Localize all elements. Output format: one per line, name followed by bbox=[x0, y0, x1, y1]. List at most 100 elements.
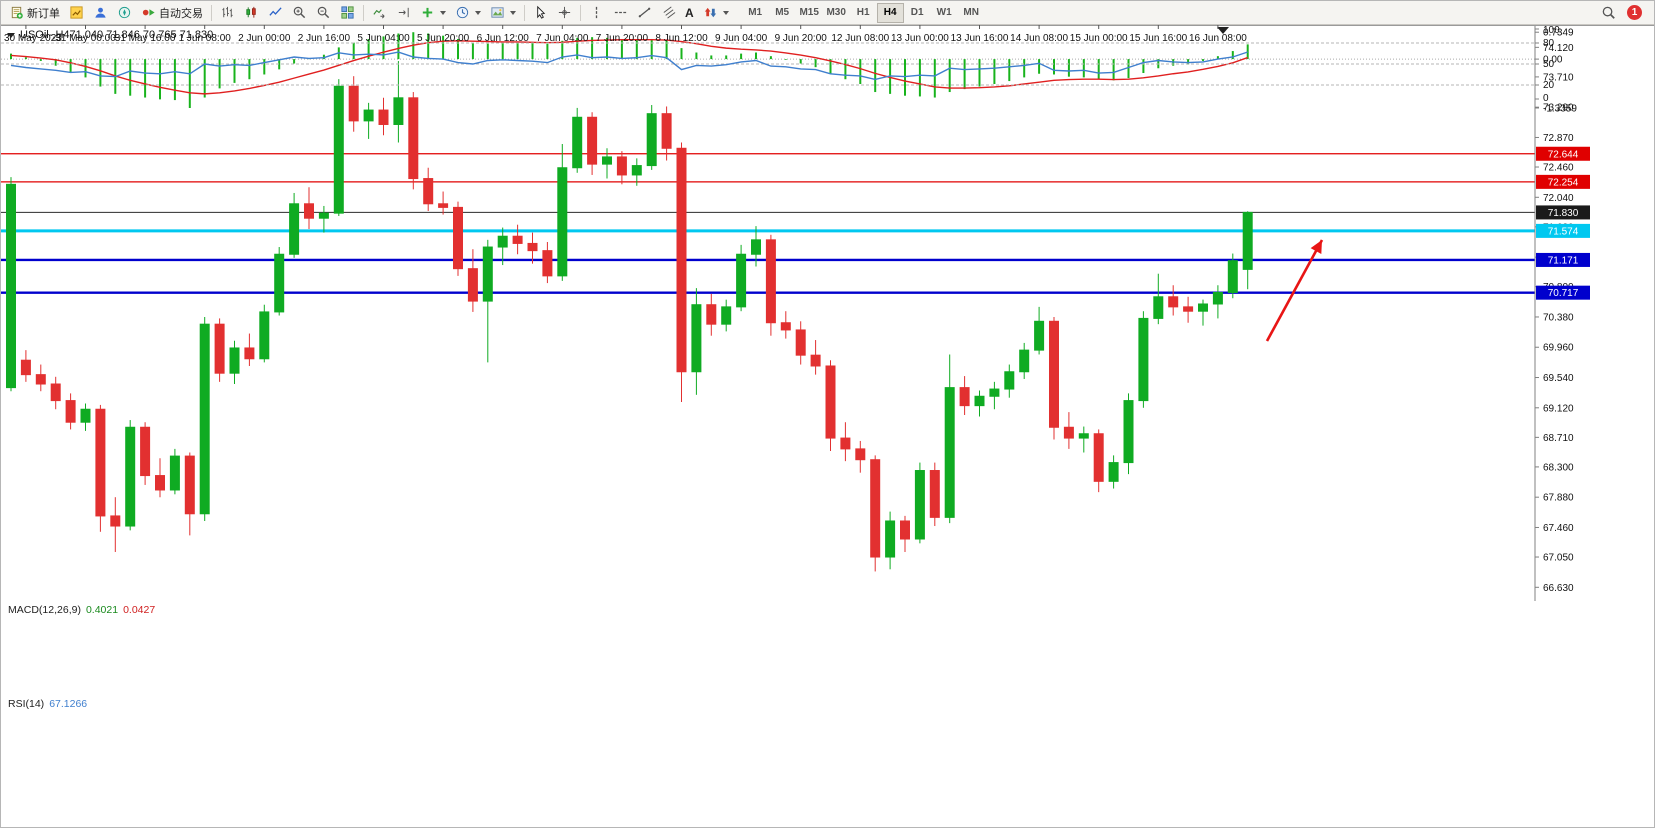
chevron-down-icon bbox=[722, 10, 729, 15]
auto-trading-icon bbox=[141, 5, 156, 20]
svg-text:1 Jun 08:00: 1 Jun 08:00 bbox=[179, 33, 232, 44]
svg-text:72.040: 72.040 bbox=[1543, 193, 1574, 204]
timeframe-m15-button[interactable]: M15 bbox=[796, 3, 823, 23]
fibonacci-tool-button[interactable] bbox=[657, 3, 680, 23]
template-button[interactable] bbox=[486, 3, 520, 23]
svg-text:7 Jun 04:00: 7 Jun 04:00 bbox=[536, 33, 589, 44]
main-toolbar: 新订单 自动交易 bbox=[1, 1, 1654, 25]
svg-text:12 Jun 08:00: 12 Jun 08:00 bbox=[831, 33, 889, 44]
chevron-down-icon bbox=[510, 10, 516, 15]
bar-chart-icon bbox=[220, 5, 235, 20]
text-tool-icon: A bbox=[685, 5, 694, 20]
auto-scroll-button[interactable] bbox=[368, 3, 391, 23]
clock-icon bbox=[455, 5, 470, 20]
trendline-tool-button[interactable] bbox=[633, 3, 656, 23]
horizontal-line-tool-button[interactable] bbox=[609, 3, 632, 23]
arrows-icon bbox=[703, 5, 718, 20]
symbol-period-label: USOil-,H4 bbox=[20, 29, 70, 41]
text-tool-button[interactable]: A bbox=[681, 3, 698, 23]
crosshair-tool-button[interactable] bbox=[553, 3, 576, 23]
svg-text:72.644: 72.644 bbox=[1548, 149, 1579, 160]
auto-trading-label: 自动交易 bbox=[159, 7, 203, 20]
one-click-trading-toggle-icon[interactable] bbox=[7, 32, 15, 38]
vertical-line-icon bbox=[589, 5, 604, 20]
svg-text:70.380: 70.380 bbox=[1543, 312, 1574, 323]
svg-text:-1.3359: -1.3359 bbox=[1543, 103, 1577, 114]
svg-text:50: 50 bbox=[1543, 59, 1555, 70]
crosshair-icon bbox=[557, 5, 572, 20]
chart-header: USOil-,H4 71.040 71.846 70.765 71.830 bbox=[7, 29, 213, 41]
zoom-in-icon bbox=[292, 5, 307, 20]
rsi-label: RSI(14) bbox=[8, 698, 45, 710]
vertical-line-tool-button[interactable] bbox=[585, 3, 608, 23]
svg-text:2 Jun 16:00: 2 Jun 16:00 bbox=[298, 33, 351, 44]
svg-text:73.290: 73.290 bbox=[1543, 103, 1574, 114]
horizontal-line-icon bbox=[613, 5, 628, 20]
svg-text:73.710: 73.710 bbox=[1543, 72, 1574, 83]
timeframe-w1-button[interactable]: W1 bbox=[931, 3, 958, 23]
arrows-tool-button[interactable] bbox=[699, 3, 733, 23]
add-indicator-button[interactable] bbox=[416, 3, 450, 23]
svg-text:31 May 00:00: 31 May 00:00 bbox=[55, 33, 116, 44]
toolbar-separator bbox=[211, 4, 212, 21]
navigator-button[interactable] bbox=[113, 3, 136, 23]
svg-text:15 Jun 00:00: 15 Jun 00:00 bbox=[1070, 33, 1128, 44]
timeframe-h4-button[interactable]: H4 bbox=[876, 2, 904, 23]
tile-windows-icon bbox=[340, 5, 355, 20]
periods-button[interactable] bbox=[451, 3, 485, 23]
macd-signal-value: 0.0427 bbox=[123, 604, 156, 616]
market-watch-icon bbox=[69, 5, 84, 20]
svg-text:30 May 2023: 30 May 2023 bbox=[4, 33, 62, 44]
navigator-icon bbox=[117, 5, 132, 20]
timeframe-m5-button[interactable]: M5 bbox=[769, 3, 796, 23]
svg-text:69.540: 69.540 bbox=[1543, 373, 1574, 384]
profile-icon bbox=[93, 5, 108, 20]
svg-text:67.460: 67.460 bbox=[1543, 523, 1574, 534]
search-icon bbox=[1601, 5, 1616, 20]
line-chart-mode-button[interactable] bbox=[264, 3, 287, 23]
bar-chart-mode-button[interactable] bbox=[216, 3, 239, 23]
svg-text:5 Jun 20:00: 5 Jun 20:00 bbox=[417, 33, 470, 44]
timeframe-mn-button[interactable]: MN bbox=[958, 3, 985, 23]
svg-text:0.7349: 0.7349 bbox=[1543, 28, 1574, 39]
svg-text:72.254: 72.254 bbox=[1548, 177, 1579, 188]
zoom-out-button[interactable] bbox=[312, 3, 335, 23]
svg-text:68.300: 68.300 bbox=[1543, 462, 1574, 473]
svg-text:74.120: 74.120 bbox=[1543, 43, 1574, 54]
timeframe-m1-button[interactable]: M1 bbox=[742, 3, 769, 23]
auto-trading-button[interactable]: 自动交易 bbox=[137, 3, 207, 23]
cursor-icon bbox=[533, 5, 548, 20]
chart-shift-icon bbox=[396, 5, 411, 20]
candlestick-mode-button[interactable] bbox=[240, 3, 263, 23]
timeframe-h1-button[interactable]: H1 bbox=[850, 3, 877, 23]
data-window-button[interactable] bbox=[89, 3, 112, 23]
main-chart-canvas[interactable]: 74.12073.71073.29072.87072.46072.04071.6… bbox=[1, 25, 1655, 601]
svg-text:2 Jun 00:00: 2 Jun 00:00 bbox=[238, 33, 291, 44]
search-button[interactable] bbox=[1597, 3, 1620, 23]
rsi-panel-title: RSI(14) 67.1266 bbox=[8, 698, 87, 710]
toolbar-separator bbox=[363, 4, 364, 21]
timeframe-d1-button[interactable]: D1 bbox=[904, 3, 931, 23]
svg-text:31 May 16:00: 31 May 16:00 bbox=[115, 33, 176, 44]
new-order-button[interactable]: 新订单 bbox=[5, 3, 64, 23]
macd-panel-title: MACD(12,26,9) 0.4021 0.0427 bbox=[8, 604, 155, 616]
chart-area: 74.12073.71073.29072.87072.46072.04071.6… bbox=[1, 25, 1655, 827]
line-chart-icon bbox=[268, 5, 283, 20]
zoom-in-button[interactable] bbox=[288, 3, 311, 23]
tile-windows-button[interactable] bbox=[336, 3, 359, 23]
toolbar-right-group: 1 bbox=[1597, 3, 1650, 23]
chart-shift-button[interactable] bbox=[392, 3, 415, 23]
chevron-down-icon bbox=[440, 10, 446, 15]
market-watch-button[interactable] bbox=[65, 3, 88, 23]
chevron-down-icon bbox=[475, 10, 481, 15]
trendline-icon bbox=[637, 5, 652, 20]
svg-text:72.460: 72.460 bbox=[1543, 163, 1574, 174]
svg-text:71.830: 71.830 bbox=[1548, 208, 1579, 219]
timeframe-m30-button[interactable]: M30 bbox=[823, 3, 850, 23]
svg-text:71.171: 71.171 bbox=[1548, 255, 1579, 266]
cursor-tool-button[interactable] bbox=[529, 3, 552, 23]
ohlc-values: 71.040 71.846 70.765 71.830 bbox=[69, 29, 214, 41]
svg-text:5 Jun 04:00: 5 Jun 04:00 bbox=[357, 33, 410, 44]
notification-badge[interactable]: 1 bbox=[1627, 5, 1642, 20]
